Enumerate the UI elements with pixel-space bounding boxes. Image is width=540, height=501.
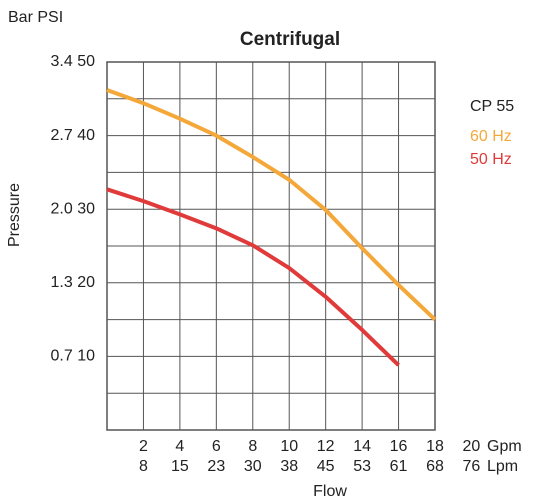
- x2-tick-label: 68: [426, 458, 444, 475]
- x2-tick-label: 8: [139, 458, 148, 475]
- y-axis-label: Pressure: [6, 183, 23, 247]
- y-units: Bar PSI: [8, 9, 63, 26]
- x-units: Gpm: [487, 438, 522, 455]
- y-tick-label: 2.7 40: [51, 127, 96, 144]
- x2-tick-label: 30: [244, 458, 262, 475]
- x2-tick-label: 76: [463, 458, 481, 475]
- x2-tick-label: 53: [353, 458, 371, 475]
- x-tick-label: 16: [390, 438, 408, 455]
- y-tick-label: 0.7 10: [51, 348, 96, 365]
- x-tick-label: 18: [426, 438, 444, 455]
- series-line: [106, 88, 437, 322]
- y-tick-label: 1.3 20: [51, 274, 96, 291]
- x-tick-label: 6: [212, 438, 221, 455]
- plot-frame: [106, 61, 436, 431]
- chart-title: Centrifugal: [240, 29, 340, 50]
- x2-units: Lpm: [487, 458, 518, 475]
- x2-tick-label: 15: [171, 458, 189, 475]
- x2-tick-label: 23: [207, 458, 225, 475]
- legend-entry: 50 Hz: [470, 151, 512, 168]
- x-tick-label: 12: [317, 438, 335, 455]
- y-tick-label: 3.4 50: [51, 53, 96, 70]
- series-line: [106, 187, 400, 367]
- x2-tick-label: 45: [317, 458, 335, 475]
- y-tick-label: 2.0 30: [51, 200, 96, 217]
- x-tick-label: 20: [463, 438, 481, 455]
- x-tick-label: 10: [280, 438, 298, 455]
- legend-title: CP 55: [470, 98, 514, 115]
- x-tick-label: 4: [175, 438, 184, 455]
- legend-entry: 60 Hz: [470, 128, 512, 145]
- x-tick-label: 14: [353, 438, 371, 455]
- x-tick-label: 2: [139, 438, 148, 455]
- x2-tick-label: 38: [280, 458, 298, 475]
- x-tick-label: 8: [248, 438, 257, 455]
- x2-tick-label: 61: [390, 458, 408, 475]
- x-axis-label: Flow: [313, 483, 347, 500]
